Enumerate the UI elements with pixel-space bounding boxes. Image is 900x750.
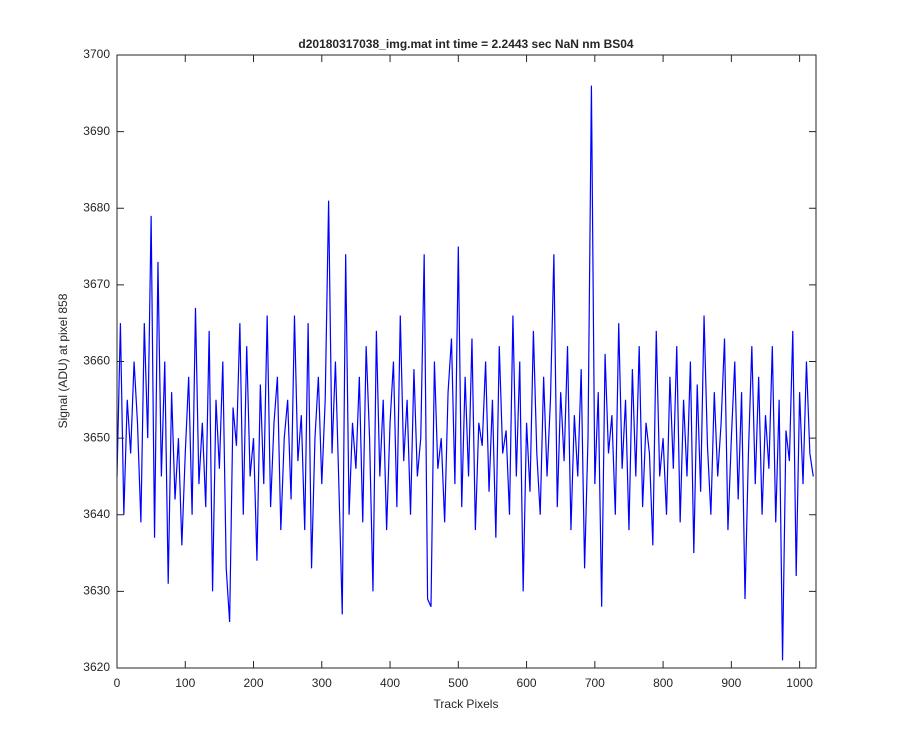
x-tick-label: 200 <box>244 676 264 690</box>
y-tick-label: 3640 <box>83 507 110 521</box>
x-tick-label: 300 <box>312 676 332 690</box>
y-axis-label: Signal (ADU) at pixel 858 <box>56 293 70 428</box>
x-axis-label: Track Pixels <box>434 697 499 711</box>
y-tick-label: 3700 <box>83 47 110 61</box>
data-line <box>116 85 814 661</box>
y-tick-label: 3660 <box>83 354 110 368</box>
y-tick-label: 3650 <box>83 430 110 444</box>
x-tick-label: 600 <box>517 676 537 690</box>
x-tick-label: 1000 <box>786 676 813 690</box>
chart-title: d20180317038_img.mat int time = 2.2443 s… <box>298 37 634 51</box>
x-tick-label: 400 <box>380 676 400 690</box>
y-tick-label: 3690 <box>83 124 110 138</box>
x-tick-label: 900 <box>721 676 741 690</box>
x-tick-label: 100 <box>175 676 195 690</box>
x-tick-label: 0 <box>114 676 121 690</box>
y-tick-label: 3670 <box>83 277 110 291</box>
x-tick-label: 500 <box>448 676 468 690</box>
y-tick-label: 3630 <box>83 584 110 598</box>
x-tick-label: 700 <box>585 676 605 690</box>
y-tick-label: 3680 <box>83 200 110 214</box>
x-tick-label: 800 <box>653 676 673 690</box>
y-tick-label: 3620 <box>83 660 110 674</box>
